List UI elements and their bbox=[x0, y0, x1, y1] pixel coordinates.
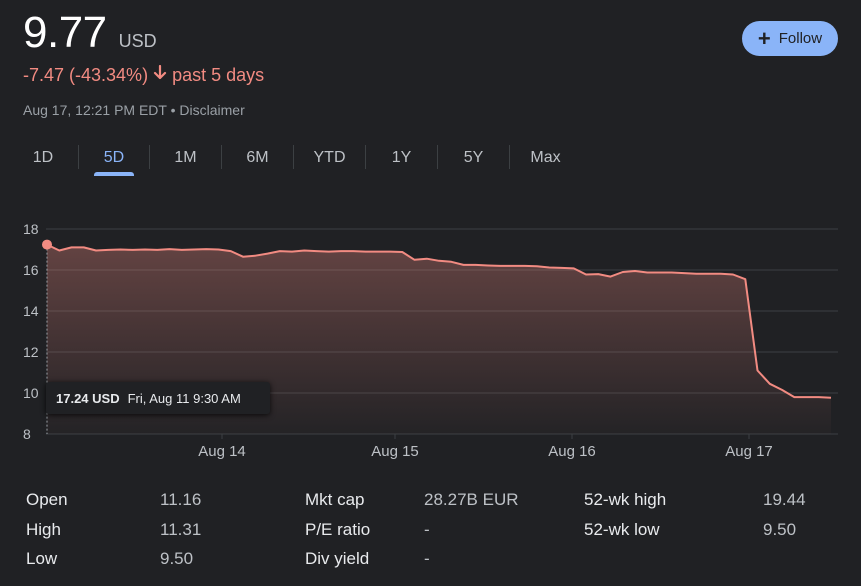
price-change: -7.47 (-43.34%) past 5 days bbox=[23, 64, 265, 86]
change-value: -7.47 (-43.34%) bbox=[23, 65, 149, 85]
stat-value-mkt-cap: 28.27B EUR bbox=[424, 490, 519, 509]
tab-divider bbox=[149, 145, 150, 169]
price-chart[interactable]: 18 16 14 12 10 8 Aug 14 Aug 15 Aug 16 Aug 17 bbox=[0, 210, 861, 470]
y-tick-label: 14 bbox=[23, 303, 39, 319]
tab-divider bbox=[509, 145, 510, 169]
tab-6m[interactable]: 6M bbox=[246, 149, 269, 166]
meta-separator: • bbox=[170, 102, 176, 118]
plus-icon: + bbox=[757, 25, 771, 51]
x-tick-label: Aug 15 bbox=[371, 443, 419, 460]
price-row: 9.77 USD bbox=[23, 8, 157, 58]
price-line bbox=[46, 243, 832, 399]
stat-value-low: 9.50 bbox=[160, 549, 194, 568]
y-tick-label: 16 bbox=[23, 262, 39, 278]
follow-label: Follow bbox=[778, 30, 823, 47]
current-price: 9.77 bbox=[23, 8, 107, 57]
y-tick-label: 8 bbox=[23, 426, 31, 442]
disclaimer-link[interactable]: Disclaimer bbox=[179, 102, 245, 118]
tooltip-date: Fri, Aug 11 9:30 AM bbox=[127, 390, 241, 406]
chart-tooltip: 17.24 USD Fri, Aug 11 9:30 AM bbox=[46, 382, 270, 414]
y-tick-label: 10 bbox=[23, 385, 39, 401]
stat-label-low: Low bbox=[26, 549, 58, 568]
stat-label-pe-ratio: P/E ratio bbox=[305, 520, 371, 539]
stat-value-52wk-low: 9.50 bbox=[763, 520, 797, 539]
currency-label: USD bbox=[118, 31, 157, 51]
stat-label-open: Open bbox=[26, 490, 68, 509]
follow-button[interactable]: + Follow bbox=[742, 21, 838, 56]
tab-max[interactable]: Max bbox=[530, 149, 561, 166]
stat-value-div-yield: - bbox=[424, 549, 430, 568]
stat-label-52wk-low: 52-wk low bbox=[584, 520, 660, 539]
tab-ytd[interactable]: YTD bbox=[313, 149, 346, 166]
stat-label-div-yield: Div yield bbox=[305, 549, 370, 568]
tab-divider bbox=[365, 145, 366, 169]
x-tick-label: Aug 14 bbox=[198, 443, 246, 460]
y-tick-label: 12 bbox=[23, 344, 39, 360]
tab-5d[interactable]: 5D bbox=[79, 141, 149, 177]
stat-label-52wk-high: 52-wk high bbox=[584, 490, 667, 509]
tab-divider bbox=[221, 145, 222, 169]
tab-1m[interactable]: 1M bbox=[174, 149, 197, 166]
tab-divider bbox=[437, 145, 438, 169]
x-tick-label: Aug 17 bbox=[725, 443, 773, 460]
stat-label-mkt-cap: Mkt cap bbox=[305, 490, 365, 509]
tooltip-value: 17.24 USD bbox=[56, 390, 120, 406]
stat-value-52wk-high: 19.44 bbox=[763, 490, 806, 509]
stat-label-high: High bbox=[26, 520, 61, 539]
tab-1y[interactable]: 1Y bbox=[391, 149, 412, 166]
y-tick-label: 18 bbox=[23, 221, 39, 237]
meta-row: Aug 17, 12:21 PM EDT • Disclaimer bbox=[23, 102, 245, 118]
stat-value-high: 11.31 bbox=[160, 520, 202, 539]
tab-divider bbox=[293, 145, 294, 169]
tab-1d[interactable]: 1D bbox=[32, 149, 54, 166]
hover-point bbox=[42, 239, 52, 250]
timestamp: Aug 17, 12:21 PM EDT bbox=[23, 102, 167, 118]
stat-value-pe-ratio: - bbox=[424, 520, 430, 539]
arrow-down-icon bbox=[153, 64, 167, 86]
tab-5y[interactable]: 5Y bbox=[463, 149, 484, 166]
range-tabs: 1D 5D 1M 6M YTD 1Y 5Y Max bbox=[23, 141, 581, 177]
stat-value-open: 11.16 bbox=[160, 490, 202, 509]
change-period: past 5 days bbox=[172, 65, 265, 85]
x-tick-label: Aug 16 bbox=[548, 443, 596, 460]
